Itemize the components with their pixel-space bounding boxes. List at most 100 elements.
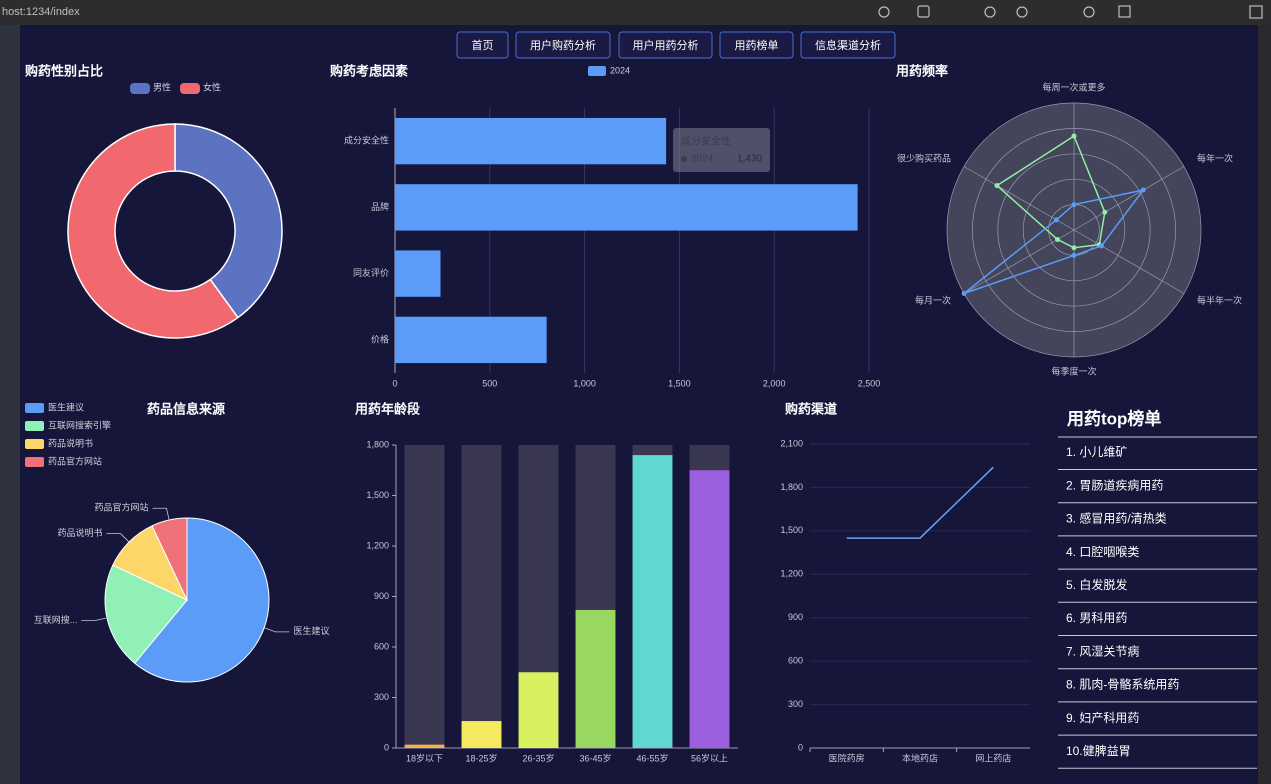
chart-title: 购药考虑因素 <box>330 63 408 78</box>
chart-title: 购药渠道 <box>785 401 837 416</box>
icon[interactable] <box>1249 5 1263 19</box>
radar-point <box>1071 133 1077 139</box>
donut-segment <box>67 123 239 339</box>
radar-point <box>1053 217 1059 223</box>
radar-point <box>1071 252 1077 258</box>
indicator-label: 每月一次 <box>915 294 951 305</box>
radar-point <box>1140 187 1146 193</box>
slice-label: 药品说明书 <box>58 527 103 538</box>
radar-point <box>1102 209 1108 215</box>
y-tick-label: 0 <box>798 742 803 752</box>
y-tick-label: 价格 <box>371 333 389 344</box>
indicator-label: 每季度一次 <box>1051 365 1096 376</box>
legend-swatch <box>25 439 44 449</box>
bar <box>395 184 858 231</box>
y-tick-label: 0 <box>384 742 389 752</box>
label-line <box>106 533 130 543</box>
list-title: 用药top榜单 <box>1067 408 1161 428</box>
legend-swatch <box>25 403 44 413</box>
nav-button[interactable] <box>456 31 509 59</box>
list-item: 10.健脾益胃 <box>1066 743 1131 758</box>
pie-slice <box>151 517 188 601</box>
radar-point <box>961 291 967 296</box>
nav-button[interactable] <box>800 31 896 59</box>
slice-label: 药品官方网站 <box>94 502 148 513</box>
url[interactable]: host:1234/index <box>2 6 80 18</box>
y-tick-label: 300 <box>788 699 803 709</box>
radar-point <box>1098 243 1104 249</box>
x-tick-label: 26-35岁 <box>522 752 554 763</box>
icon[interactable] <box>1016 6 1028 18</box>
legend-label: 互联网搜索引擎 <box>48 419 111 430</box>
indicator-label: 每半年一次 <box>1197 294 1242 305</box>
bar <box>461 721 502 748</box>
tooltip-series: 2024 <box>691 154 714 165</box>
radar-axis <box>1073 166 1185 231</box>
indicator-label: 很少购买药品 <box>897 152 951 163</box>
bar <box>395 316 547 364</box>
scrollbar <box>1258 25 1271 784</box>
chart-title: 用药频率 <box>895 63 948 78</box>
radar-point <box>1071 245 1077 251</box>
bar <box>404 744 445 748</box>
bar <box>689 470 730 748</box>
nav-button[interactable] <box>719 31 794 59</box>
y-tick-label: 成分安全性 <box>344 135 389 146</box>
legend-label: 药品官方网站 <box>48 455 102 466</box>
y-tick-label: 600 <box>374 641 389 651</box>
pie-slice <box>104 564 188 664</box>
y-tick-label: 1,500 <box>366 490 389 500</box>
bar <box>395 250 441 297</box>
icon[interactable] <box>1118 5 1131 18</box>
slice-label: 互联网搜... <box>34 614 78 625</box>
nav-label[interactable]: 用户购药分析 <box>530 38 596 52</box>
x-tick-label: 0 <box>392 378 397 388</box>
line-series <box>846 466 994 539</box>
pie-slice <box>134 517 270 683</box>
nav-label[interactable]: 信息渠道分析 <box>815 38 881 52</box>
y-tick-label: 900 <box>788 612 803 622</box>
x-tick-label: 1,500 <box>668 378 691 388</box>
icon[interactable] <box>878 6 890 18</box>
nav-label[interactable]: 用户用药分析 <box>633 38 699 52</box>
x-tick-label: 36-45岁 <box>579 752 611 763</box>
chart-title: 购药性别占比 <box>25 63 103 78</box>
nav-label[interactable]: 用药榜单 <box>735 38 779 52</box>
bar-background <box>404 445 445 748</box>
list-item: 4. 口腔咽喉类 <box>1066 544 1139 559</box>
bar <box>632 455 673 748</box>
list-item: 6. 男科用药 <box>1066 611 1127 625</box>
legend-label: 2024 <box>610 65 630 75</box>
list-item: 9. 妇产科用药 <box>1066 711 1139 725</box>
legend-label: 女性 <box>203 81 221 92</box>
bar-background <box>461 445 502 748</box>
x-tick-label: 18-25岁 <box>465 752 497 763</box>
y-tick-label: 1,800 <box>366 439 389 449</box>
x-tick-label: 46-55岁 <box>636 752 668 763</box>
browser-bar <box>0 0 1271 25</box>
bar <box>518 672 559 748</box>
label-line <box>81 617 108 621</box>
sidebar <box>0 25 20 784</box>
nav-button[interactable] <box>618 31 713 59</box>
y-tick-label: 1,200 <box>366 540 389 550</box>
icon[interactable] <box>1083 6 1095 18</box>
tooltip-dot <box>681 156 687 162</box>
tooltip <box>673 128 770 172</box>
y-tick-label: 品牌 <box>371 201 389 212</box>
radar-axis <box>1073 229 1185 294</box>
x-tick-label: 1,000 <box>573 378 596 388</box>
legend-swatch <box>588 66 606 76</box>
nav-label[interactable]: 首页 <box>472 38 494 52</box>
icon[interactable] <box>984 6 996 18</box>
icon[interactable] <box>917 5 930 18</box>
x-tick-label: 网上药店 <box>975 752 1011 763</box>
bar <box>575 609 616 748</box>
y-tick-label: 600 <box>788 656 803 666</box>
list-item: 3. 感冒用药/清热类 <box>1066 511 1167 526</box>
list-item: 8. 肌肉-骨骼系统用药 <box>1066 677 1179 692</box>
list-item: 1. 小儿维矿 <box>1066 445 1127 459</box>
indicator-label: 每年一次 <box>1197 152 1233 163</box>
nav-button[interactable] <box>515 31 611 59</box>
